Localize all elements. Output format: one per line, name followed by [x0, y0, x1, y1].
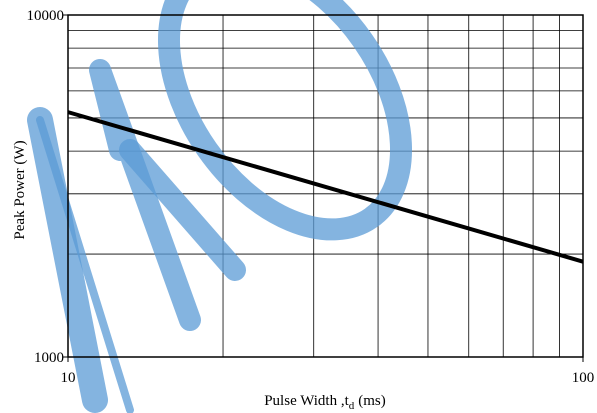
y-tick-label: 1000: [34, 350, 64, 366]
y-tick-label: 10000: [27, 8, 65, 24]
x-axis-label-main: Pulse Width ,t: [264, 393, 349, 409]
x-axis-label: Pulse Width ,td(ms): [264, 393, 386, 412]
x-tick-label: 100: [572, 370, 595, 386]
x-axis-label-sub: d: [349, 400, 355, 412]
x-tick-label: 10: [61, 370, 76, 386]
chart: Peak Power (W) Pulse Width ,td(ms) 10 100…: [0, 0, 597, 413]
x-axis-label-unit: (ms): [358, 393, 386, 409]
y-axis-label: Peak Power (W): [12, 140, 28, 239]
